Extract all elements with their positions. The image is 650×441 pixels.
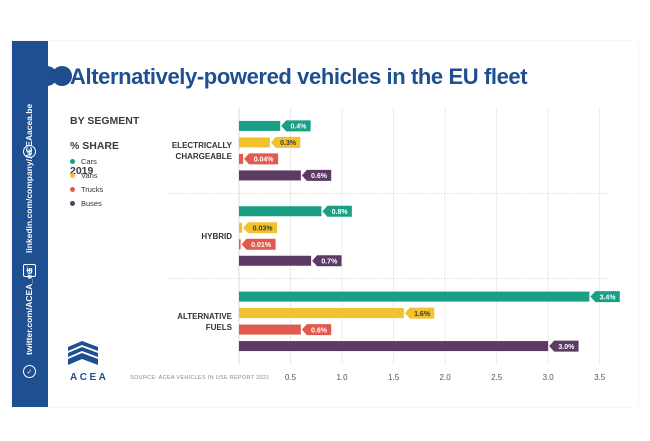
data-label-tag bbox=[270, 136, 301, 148]
twitter-icon[interactable]: ✓ bbox=[23, 365, 36, 378]
x-tick-label: 3.5 bbox=[594, 373, 606, 382]
category-label: HYBRID bbox=[201, 232, 232, 241]
bar-cars bbox=[239, 291, 590, 302]
x-tick-label: 1.5 bbox=[388, 373, 400, 382]
data-label: 0.03% bbox=[253, 226, 274, 233]
bar-buses bbox=[239, 341, 549, 352]
data-label: 0.3% bbox=[280, 140, 297, 147]
decorative-dot bbox=[52, 66, 72, 86]
category-label: FUELS bbox=[206, 323, 233, 332]
legend-item-trucks: Trucks bbox=[70, 182, 103, 196]
globe-icon[interactable]: ⊕ bbox=[23, 145, 36, 158]
bar-vans bbox=[239, 222, 243, 233]
bar-buses bbox=[239, 255, 312, 266]
legend-label: Cars bbox=[81, 156, 97, 166]
data-label-tag bbox=[549, 340, 579, 352]
bar-trucks bbox=[239, 324, 301, 335]
legend-label: Trucks bbox=[81, 184, 104, 194]
acea-logo-icon bbox=[68, 341, 98, 365]
legend-swatch bbox=[70, 158, 75, 164]
bar-vans bbox=[239, 308, 404, 319]
legend-swatch bbox=[70, 200, 75, 206]
data-label: 0.01% bbox=[251, 242, 272, 249]
bar-trucks bbox=[239, 153, 244, 164]
x-tick-label: 0.5 bbox=[285, 373, 297, 382]
data-label-tag bbox=[243, 222, 278, 234]
legend-swatch bbox=[70, 172, 75, 178]
bar-cars bbox=[239, 120, 281, 131]
x-tick-label: 3.0 bbox=[543, 373, 555, 382]
legend: Cars Vans Trucks Buses bbox=[70, 154, 103, 210]
data-label: 3.0% bbox=[558, 344, 575, 351]
legend-label: Buses bbox=[81, 198, 102, 208]
data-label: 0.7% bbox=[321, 259, 338, 266]
source-note: SOURCE: ACEA VEHICLES IN USE REPORT 2021 bbox=[130, 375, 270, 381]
x-tick-label: 1.0 bbox=[336, 373, 348, 382]
bar-cars bbox=[239, 206, 322, 217]
category-label: CHARGEABLE bbox=[176, 152, 233, 161]
bar-buses bbox=[239, 170, 301, 181]
data-label-tag bbox=[301, 169, 332, 181]
bar-trucks bbox=[239, 239, 241, 250]
linkedin-icon[interactable]: in bbox=[23, 264, 36, 277]
bar-vans bbox=[239, 137, 270, 148]
category-label: ALTERNATIVE bbox=[177, 312, 232, 321]
data-label-tag bbox=[590, 291, 620, 303]
data-label-tag bbox=[281, 120, 311, 132]
data-label: 0.6% bbox=[311, 173, 328, 180]
legend-item-cars: Cars bbox=[70, 154, 103, 168]
data-label: 0.6% bbox=[311, 327, 328, 334]
legend-swatch bbox=[70, 186, 75, 192]
legend-item-buses: Buses bbox=[70, 196, 103, 210]
category-label: ELECTRICALLY bbox=[172, 141, 233, 150]
logo-text: ACEA bbox=[70, 372, 109, 383]
sidebar bbox=[12, 41, 48, 407]
data-label-tag bbox=[322, 205, 352, 217]
x-tick-label: 2.0 bbox=[440, 373, 452, 382]
subtitle-line: BY SEGMENT bbox=[70, 114, 140, 127]
data-label-tag bbox=[312, 255, 342, 267]
data-label-tag bbox=[244, 153, 279, 165]
legend-item-vans: Vans bbox=[70, 168, 103, 182]
subtitle-line: % SHARE bbox=[70, 139, 120, 152]
chart-title: Alternatively-powered vehicles in the EU… bbox=[70, 64, 528, 89]
chart-subtitle: BY SEGMENT % SHARE 2019 bbox=[70, 102, 139, 190]
data-label: 1.6% bbox=[414, 311, 431, 318]
data-label-tag bbox=[404, 307, 435, 319]
subtitle-line: 2019 bbox=[70, 164, 94, 177]
data-label: 0.4% bbox=[290, 124, 307, 131]
legend-label: Vans bbox=[81, 170, 98, 180]
data-label-tag bbox=[241, 238, 276, 250]
data-label: 0.04% bbox=[254, 157, 275, 164]
data-label: 0.8% bbox=[332, 209, 349, 216]
data-label-tag bbox=[301, 324, 332, 336]
data-label: 3.4% bbox=[600, 294, 617, 301]
x-tick-label: 2.5 bbox=[491, 373, 503, 382]
